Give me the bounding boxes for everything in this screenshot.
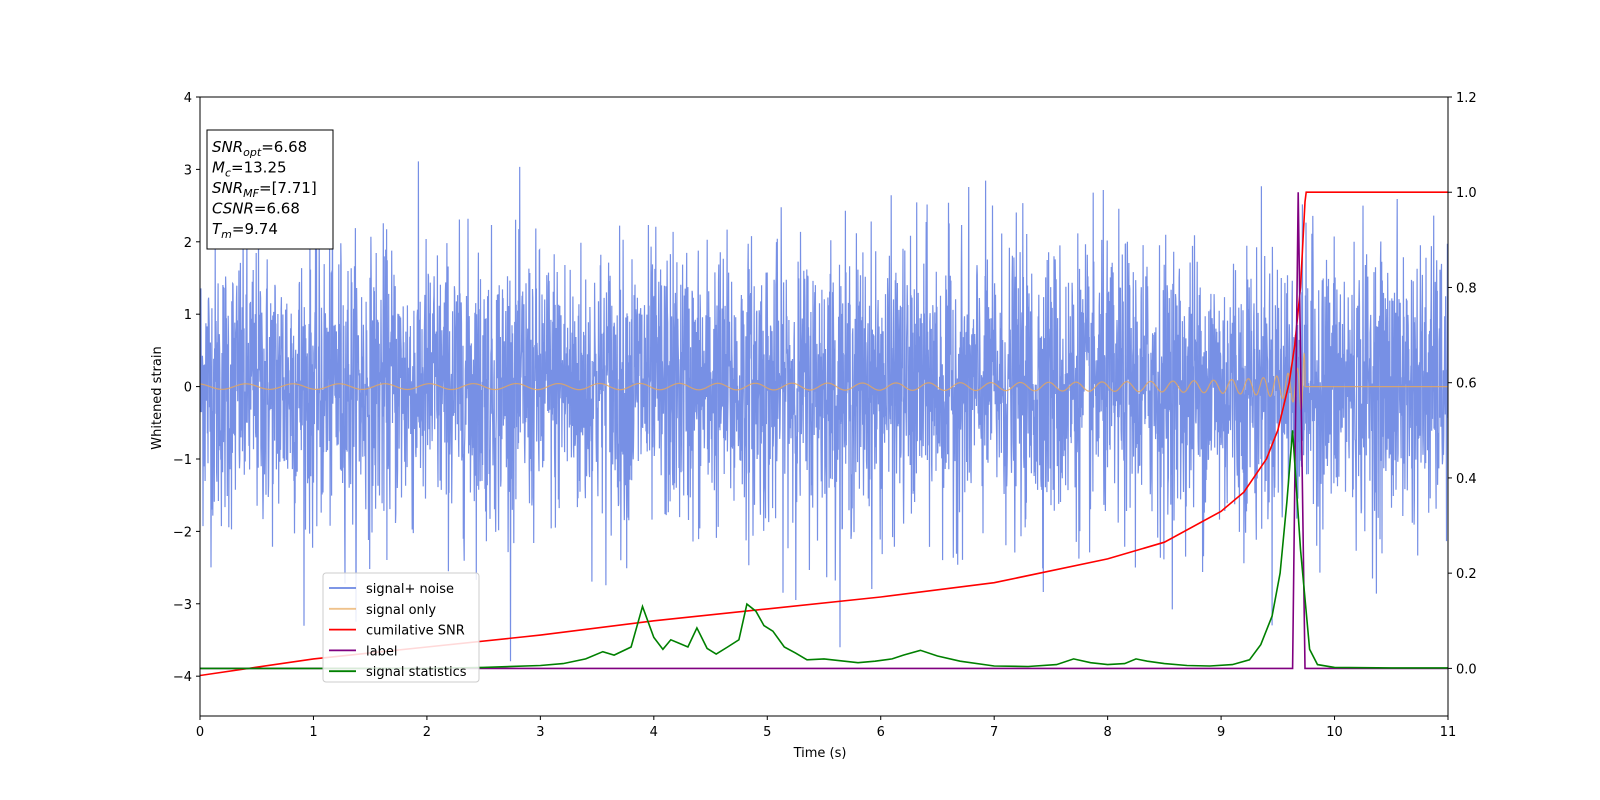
legend-item: signal statistics [329, 665, 467, 680]
x-axis-label: Time (s) [793, 746, 847, 761]
annotation-line: SNRopt=6.68 [212, 138, 307, 159]
y-tick-label: 0 [184, 381, 192, 396]
parameter-annotation-box: SNRopt=6.68Mc=13.25SNRMF=[7.71]CSNR=6.68… [206, 129, 334, 250]
signal-only-series [200, 352, 1448, 412]
legend-item: cumilative SNR [329, 624, 465, 639]
x-tick-label: 6 [877, 725, 885, 740]
y-tick-label: 3 [184, 163, 192, 178]
y2-tick-label: 0.4 [1456, 472, 1477, 487]
y-tick-label: −2 [173, 525, 192, 540]
y2-tick-label: 0.2 [1456, 567, 1477, 582]
signal-only-line [200, 352, 1448, 412]
legend-label: signal only [366, 603, 436, 618]
legend-label: label [366, 644, 397, 659]
x-tick-label: 9 [1217, 725, 1225, 740]
annotation-line: Tm=9.74 [212, 220, 278, 241]
x-tick-label: 10 [1326, 725, 1343, 740]
annotation-line: Mc=13.25 [212, 159, 287, 180]
y-axis-label: Whitened strain [150, 346, 165, 449]
x-tick-label: 3 [536, 725, 544, 740]
y-tick-label: −1 [173, 453, 192, 468]
y2-tick-label: 1.2 [1456, 91, 1477, 106]
legend-item: label [329, 644, 397, 659]
x-tick-label: 2 [423, 725, 431, 740]
legend-item: signal only [329, 603, 436, 618]
signal-plus-noise-line [200, 161, 1448, 662]
legend-label: cumilative SNR [366, 624, 465, 639]
y2-tick-label: 0.0 [1456, 662, 1477, 677]
legend-label: signal+ noise [366, 582, 454, 597]
plot-frame [199, 96, 1449, 717]
y-tick-label: −3 [173, 598, 192, 613]
x-tick-label: 0 [196, 725, 204, 740]
x-tick-label: 4 [650, 725, 658, 740]
annotation-line: CSNR=6.68 [212, 200, 300, 218]
y-tick-label: 1 [184, 308, 192, 323]
x-tick-label: 7 [990, 725, 998, 740]
label-line [200, 192, 1448, 670]
x-tick-label: 1 [309, 725, 317, 740]
legend-label: signal statistics [366, 665, 467, 680]
legend-item: signal+ noise [329, 582, 454, 597]
y-tick-label: 2 [184, 236, 192, 251]
signal-statistics-line [200, 430, 1448, 670]
y2-tick-label: 0.8 [1456, 281, 1477, 296]
legend: signal+ noise signal only cumilative SNR la… [322, 572, 480, 683]
y2-tick-label: 1.0 [1456, 186, 1477, 201]
x-tick-label: 11 [1440, 725, 1457, 740]
y-tick-label: −4 [173, 670, 192, 685]
signal-plus-noise-series [200, 161, 1448, 662]
annotation-line: SNRMF=[7.71] [212, 179, 317, 200]
y2-tick-label: 0.6 [1456, 377, 1477, 392]
x-tick-label: 8 [1103, 725, 1111, 740]
y-tick-label: 4 [184, 91, 192, 106]
x-tick-label: 5 [763, 725, 771, 740]
